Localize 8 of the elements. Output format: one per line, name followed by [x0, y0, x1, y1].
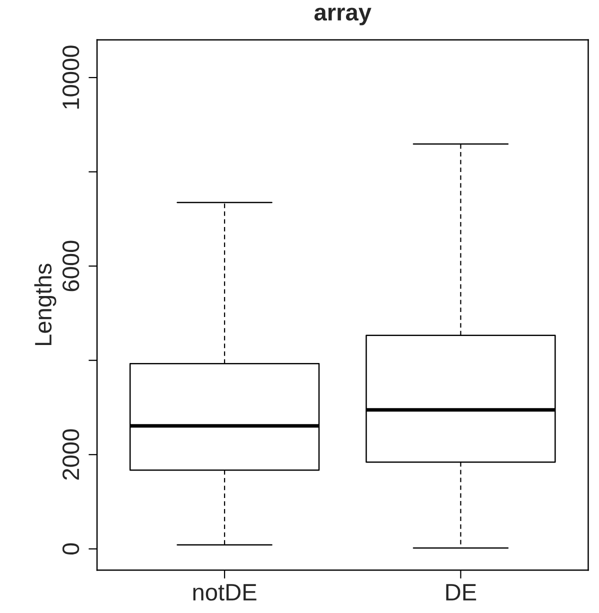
chart-title: array [314, 8, 372, 26]
y-tick-label: 0 [62, 543, 80, 555]
y-tick-label: 6000 [62, 240, 80, 292]
y-tick-label: 10000 [62, 46, 80, 109]
x-tick-label: DE [446, 584, 476, 600]
y-tick-label: 2000 [62, 429, 80, 480]
y-axis-title: Lengths [34, 264, 56, 346]
x-tick-label: notDE [193, 584, 256, 601]
